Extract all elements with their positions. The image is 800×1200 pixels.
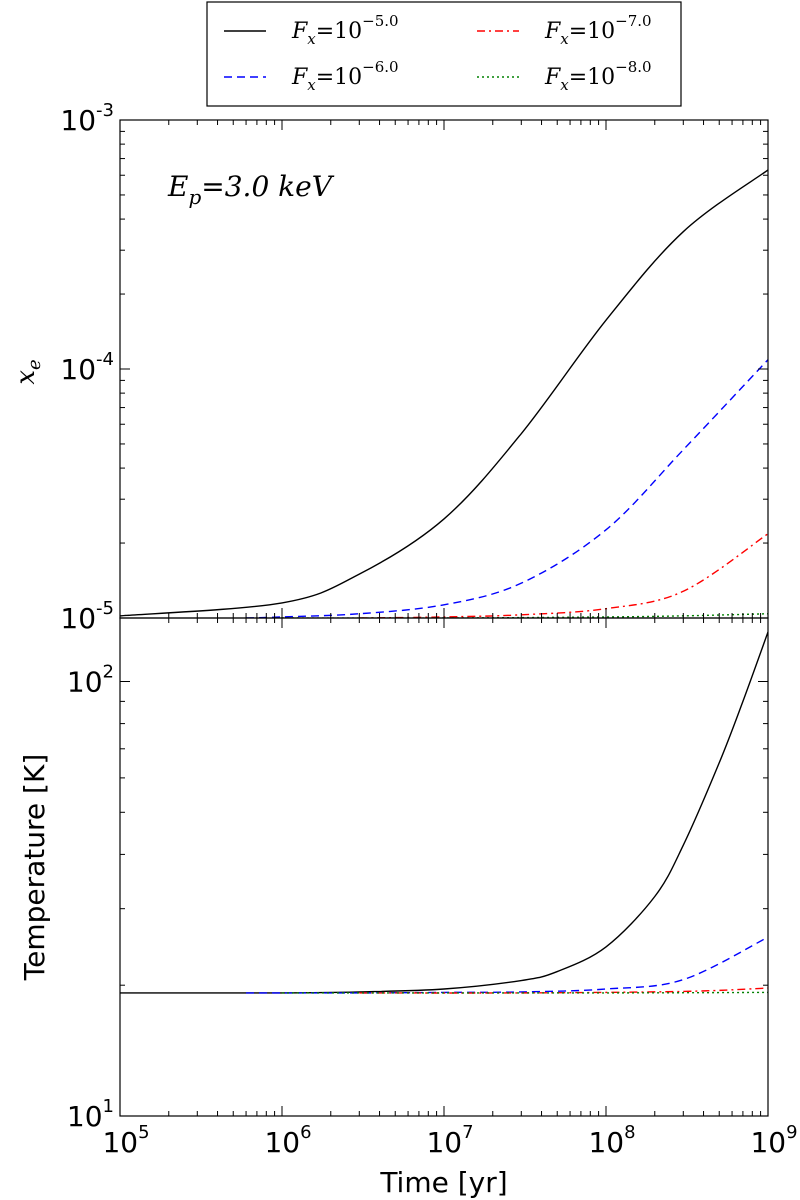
- y-tick-label: 10-5: [60, 598, 114, 635]
- x-tick-label: 105: [102, 1122, 149, 1159]
- x-axis-label: Time [yr]: [379, 1166, 507, 1199]
- xe-axis-label: xe: [11, 359, 45, 384]
- y-tick-label: 101: [67, 1096, 114, 1133]
- temperature-series-5: [120, 631, 768, 994]
- y-tick-label: 102: [67, 661, 114, 698]
- temperature-series-8: [281, 991, 768, 994]
- ticks: [119, 618, 769, 1117]
- temperature-axis-label: Temperature [K]: [18, 754, 51, 981]
- xe-series-7: [359, 533, 768, 618]
- legend-entry-label: Fx=10−6.0: [291, 58, 399, 94]
- legend-box: [206, 1, 682, 107]
- temperature-series-7: [359, 987, 768, 994]
- bottom-panel: 101 102 105 106 107 108 109 Time [yr] Temperatur…: [18, 617, 798, 1199]
- legend: Fx=10−5.0 Fx=10−6.0 Fx=10−7.0 Fx=10−8.0: [206, 1, 682, 107]
- energy-annotation: Ep=3.0 keV: [167, 170, 335, 209]
- xe-series-6: [246, 359, 768, 618]
- xe-series-8: [282, 613, 768, 618]
- y-tick-label: 10-3: [60, 100, 114, 137]
- legend-entry-label: Fx=10−8.0: [544, 58, 652, 94]
- top-panel: 10-5 10-4 10-3 xe Ep=3.0 keV: [11, 100, 769, 635]
- legend-entry-label: Fx=10−7.0: [544, 12, 652, 48]
- x-tick-label: 106: [264, 1122, 311, 1159]
- x-tick-label: 109: [750, 1122, 797, 1159]
- x-tick-label: 107: [426, 1122, 473, 1159]
- temperature-series-6: [246, 936, 768, 994]
- plot-frame: [119, 617, 769, 1117]
- legend-entry-label: Fx=10−5.0: [291, 12, 399, 48]
- y-tick-label: 10-4: [60, 349, 114, 386]
- xe-series-5: [120, 169, 768, 617]
- x-tick-label: 108: [588, 1122, 635, 1159]
